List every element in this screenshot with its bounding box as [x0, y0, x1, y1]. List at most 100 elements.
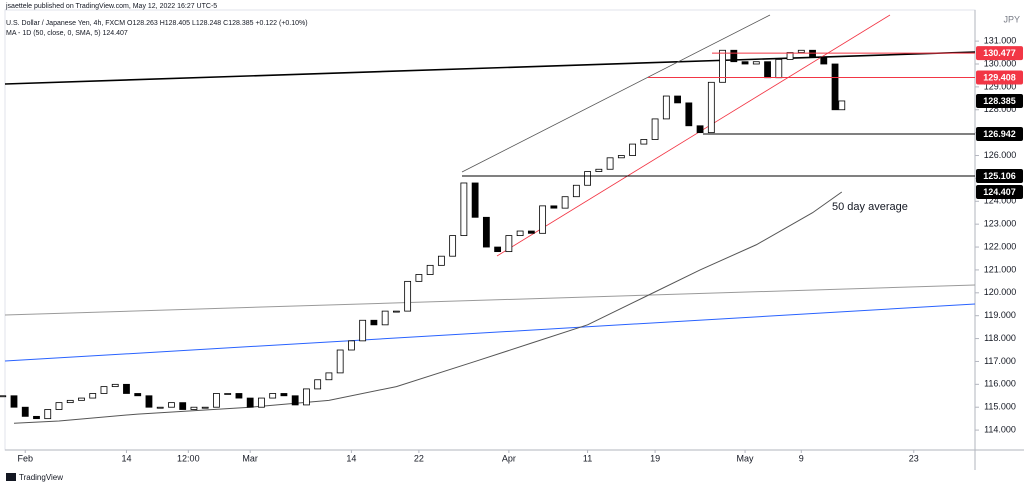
- candle: [348, 340, 355, 351]
- candle: [123, 383, 130, 394]
- candle: [381, 310, 389, 326]
- x-tick-label: Feb: [17, 453, 33, 463]
- candle: [449, 235, 457, 257]
- channel-line: [461, 14, 771, 173]
- x-tick-label: 23: [909, 453, 919, 463]
- price-tag-label: 130.477: [983, 48, 1016, 58]
- y-tick-label: 118.000: [984, 333, 1016, 343]
- candle: [258, 397, 265, 408]
- candle: [179, 402, 187, 410]
- candle: [685, 102, 693, 127]
- candle: [235, 393, 243, 399]
- y-tick-label: 121.000: [984, 264, 1017, 274]
- candle: [471, 182, 479, 218]
- candle: [370, 319, 378, 326]
- candle: [100, 386, 108, 394]
- indicator-info: MA - 1D (50, close, 0, SMA, 5) 124.407: [6, 30, 128, 37]
- candle: [595, 168, 603, 172]
- candle: [640, 139, 648, 145]
- candle: [156, 406, 164, 409]
- x-tick-label: 22: [414, 453, 424, 463]
- x-tick-label: 14: [346, 453, 356, 463]
- candle: [66, 399, 74, 404]
- y-tick-label: 124.000: [984, 196, 1017, 206]
- y-tick-label: 115.000: [984, 402, 1016, 412]
- y-tick-label: 128.000: [984, 104, 1017, 114]
- y-tick-label: 120.000: [984, 287, 1017, 297]
- candle: [303, 388, 310, 406]
- price-tag-label: 125.106: [983, 171, 1016, 181]
- price-tag: [976, 70, 1023, 85]
- price-tag-label: 126.942: [983, 129, 1016, 139]
- y-tick-label: 131.000: [984, 35, 1017, 45]
- candle: [527, 230, 535, 234]
- candle: [752, 61, 760, 65]
- x-tick-label: 12:00: [177, 453, 200, 463]
- candle: [134, 393, 142, 397]
- candle: [325, 372, 333, 381]
- candle: [0, 395, 7, 398]
- candle: [404, 280, 412, 312]
- candle: [584, 171, 591, 186]
- price-tag-label: 129.408: [983, 72, 1016, 82]
- candle: [775, 59, 783, 79]
- candle: [786, 52, 794, 60]
- candle: [336, 349, 344, 374]
- y-tick-label: 117.000: [984, 356, 1016, 366]
- x-tick-label: Mar: [242, 453, 258, 463]
- candle: [561, 196, 569, 209]
- y-tick-label: 116.000: [984, 379, 1016, 389]
- candle: [651, 118, 659, 140]
- candle: [89, 393, 97, 399]
- candle: [168, 402, 175, 408]
- candle: [662, 95, 670, 120]
- candle: [838, 100, 846, 111]
- candle: [111, 383, 119, 388]
- price-tag-label: 124.407: [983, 187, 1016, 197]
- candle: [359, 319, 367, 342]
- candle: [741, 61, 749, 65]
- candle: [820, 56, 828, 65]
- price-tag: [976, 93, 1023, 108]
- candle: [696, 125, 704, 134]
- candle: [505, 235, 513, 253]
- candle: [190, 406, 198, 410]
- candle: [145, 395, 153, 408]
- x-tick-label: 14: [121, 453, 131, 463]
- candle: [764, 61, 771, 79]
- candle: [539, 205, 547, 234]
- price-tag: [976, 168, 1023, 183]
- channel-line: [496, 14, 891, 257]
- candle: [44, 409, 52, 420]
- y-tick-label: 114.000: [984, 424, 1016, 434]
- price-tag: [976, 126, 1023, 141]
- candle: [291, 395, 299, 406]
- candle: [494, 246, 502, 253]
- price-tag: [976, 184, 1023, 199]
- logo: [6, 473, 16, 481]
- price-tag-label: 128.385: [983, 96, 1016, 106]
- candle: [33, 415, 40, 420]
- trend-line: [4, 303, 976, 362]
- y-tick-label: 129.000: [984, 81, 1017, 91]
- candle: [460, 182, 468, 237]
- publisher: jsaettele published on TradingView.com, …: [5, 3, 217, 10]
- symbol-info: U.S. Dollar / Japanese Yen, 4h, FXCM O12…: [6, 20, 308, 27]
- candle: [482, 216, 490, 248]
- y-tick-label: 119.000: [984, 310, 1016, 320]
- candle: [831, 63, 839, 111]
- candle: [246, 397, 254, 408]
- candle: [426, 264, 434, 275]
- candle: [21, 406, 29, 417]
- x-tick-label: 9: [799, 453, 804, 463]
- candle: [550, 205, 558, 209]
- candle: [617, 155, 625, 159]
- candle: [730, 49, 738, 63]
- candle: [213, 393, 220, 408]
- candle: [55, 402, 63, 410]
- candle: [415, 274, 423, 282]
- candle: [572, 184, 580, 198]
- candle: [10, 395, 18, 408]
- candle: [224, 393, 232, 395]
